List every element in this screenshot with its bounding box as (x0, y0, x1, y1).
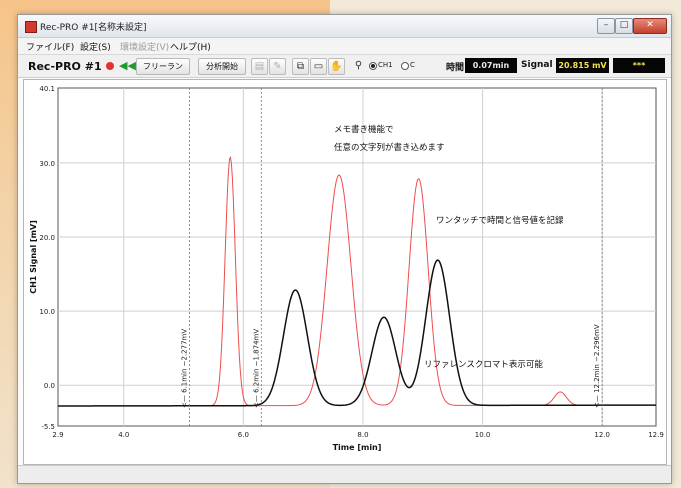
y-tick-label: 30.0 (39, 160, 55, 168)
freerun-button[interactable]: フリーラン (136, 58, 190, 75)
pen-icon[interactable]: ✎ (269, 58, 286, 75)
ch1-label: CH1 (378, 61, 393, 69)
app-window: Rec-PRO #1[名称未設定] – □ ✕ ファイル(F) 設定(S) 環境… (17, 14, 672, 484)
y-tick-label: 40.1 (39, 85, 55, 93)
window-icon[interactable]: ▭ (310, 58, 327, 75)
toolbar: Rec-PRO #1 ◀◀ フリーラン 分析開始 ▤ ✎ ⧉ ▭ ✋ ⚲ CH1… (18, 55, 671, 78)
y-axis-label: CH1 Signal [mV] (29, 220, 38, 294)
rewind-icon[interactable]: ◀◀ (119, 59, 136, 72)
chart-area[interactable]: 2.9 4.0 6.0 8.0 10.0 12.0 12.9 40.1 30.0 20.0 10.0… (23, 79, 667, 465)
close-button[interactable]: ✕ (633, 18, 667, 34)
app-brand: Rec-PRO #1 (28, 60, 102, 73)
x-axis-label: Time [min] (333, 443, 382, 452)
title-bar: Rec-PRO #1[名称未設定] – □ ✕ (18, 15, 671, 38)
y-tick-label: 10.0 (39, 308, 55, 316)
app-icon (25, 21, 37, 33)
extra-readout: *** (613, 58, 665, 73)
chromatogram-chart[interactable]: 2.9 4.0 6.0 8.0 10.0 12.0 12.9 40.1 30.0 20.0 10.0… (24, 80, 666, 464)
x-tick-label: 4.0 (118, 431, 129, 439)
signal-label: Signal (521, 60, 553, 70)
y-tick-label: 0.0 (44, 382, 55, 390)
marker-label: <— 6.2min −1.874mV (252, 329, 260, 408)
marker-label: <— 6.1min −2.277mV (181, 329, 189, 408)
menu-file[interactable]: ファイル(F) (26, 43, 75, 53)
analyze-start-button[interactable]: 分析開始 (198, 58, 246, 75)
marker-label: <— 12.2min −2.296mV (593, 324, 601, 408)
x-tick-label: 12.0 (594, 431, 610, 439)
signal-readout: 20.815 mV (556, 58, 609, 73)
binoculars-icon[interactable]: ⚲ (354, 60, 363, 71)
chart-annotation: 任意の文字列が書き込めます (334, 142, 445, 153)
ch2-radio[interactable] (401, 62, 409, 70)
y-tick-label: 20.0 (39, 234, 55, 242)
hand-icon[interactable]: ✋ (328, 58, 345, 75)
chart-annotation: メモ書き機能で (334, 124, 394, 135)
menu-settings[interactable]: 設定(S) (80, 43, 111, 53)
menu-help[interactable]: ヘルプ(H) (170, 43, 211, 53)
menu-environment[interactable]: 環境設定(V) (120, 43, 170, 53)
time-readout: 0.07min (465, 58, 517, 73)
x-tick-label: 10.0 (475, 431, 491, 439)
print-icon[interactable]: ▤ (251, 58, 268, 75)
chart-annotation: ワンタッチで時間と信号値を記録 (436, 215, 564, 226)
series-line (58, 259, 656, 407)
status-bar (18, 465, 671, 483)
ch2-label: C (410, 61, 415, 69)
copy-icon[interactable]: ⧉ (292, 58, 309, 75)
x-tick-label: 2.9 (52, 431, 63, 439)
x-tick-label: 12.9 (648, 431, 664, 439)
record-icon[interactable] (106, 62, 114, 70)
ch1-radio[interactable] (369, 62, 377, 70)
menu-bar: ファイル(F) 設定(S) 環境設定(V) ヘルプ(H) (18, 38, 671, 55)
maximize-button[interactable]: □ (615, 18, 633, 34)
time-label: 時間 (446, 63, 465, 73)
x-tick-label: 8.0 (357, 431, 368, 439)
minimize-button[interactable]: – (597, 18, 615, 34)
window-title: Rec-PRO #1[名称未設定] (40, 23, 147, 33)
plot-box (57, 87, 657, 427)
y-tick-label: -5.5 (41, 423, 55, 431)
chart-annotation: リファレンスクロマト表示可能 (424, 359, 543, 370)
x-tick-label: 6.0 (238, 431, 249, 439)
